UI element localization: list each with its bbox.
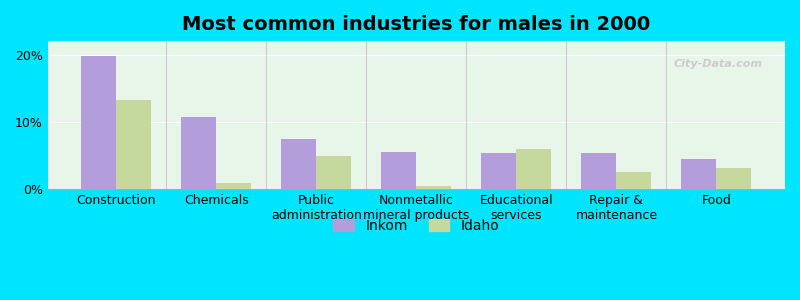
Bar bbox=[682, 159, 717, 189]
Legend: Inkom, Idaho: Inkom, Idaho bbox=[328, 213, 505, 238]
Bar bbox=[482, 154, 517, 189]
Bar bbox=[82, 56, 116, 189]
Bar bbox=[282, 139, 316, 189]
Bar bbox=[717, 168, 751, 189]
Bar bbox=[617, 172, 651, 189]
Bar bbox=[416, 186, 451, 189]
Bar bbox=[582, 154, 617, 189]
Title: Most common industries for males in 2000: Most common industries for males in 2000 bbox=[182, 15, 650, 34]
Bar bbox=[517, 149, 551, 189]
Bar bbox=[116, 100, 151, 189]
Bar bbox=[182, 117, 216, 189]
Bar bbox=[216, 183, 251, 189]
Bar bbox=[316, 155, 351, 189]
Bar bbox=[382, 152, 416, 189]
Text: City-Data.com: City-Data.com bbox=[674, 59, 763, 69]
